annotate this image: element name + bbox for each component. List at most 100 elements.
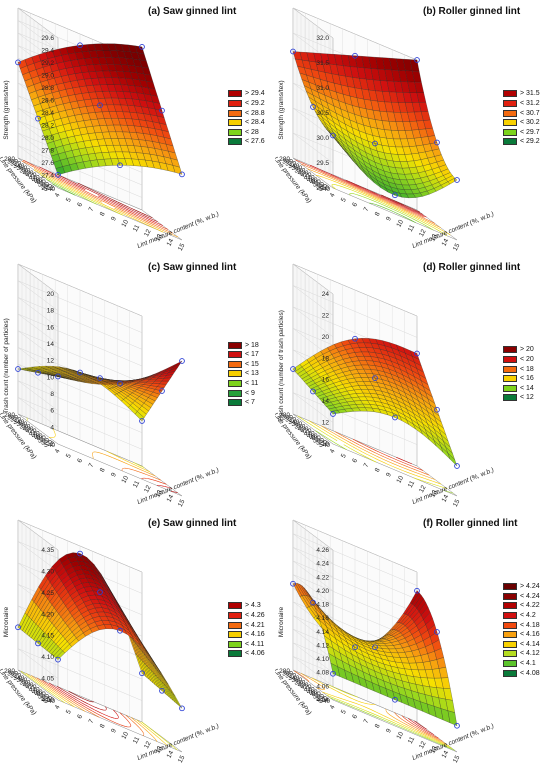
contour-segment — [164, 742, 166, 745]
contour-segment — [82, 707, 86, 710]
legend-swatch — [503, 119, 517, 127]
contour-segment — [306, 164, 313, 168]
contour-segment — [95, 198, 100, 202]
design-point — [392, 696, 398, 703]
contour-segment — [69, 703, 72, 705]
contour-segment — [93, 202, 97, 205]
design-point — [77, 42, 83, 49]
contour-segment — [171, 745, 174, 747]
contour-segment — [116, 207, 122, 211]
contour-segment — [369, 458, 374, 462]
contour-segment — [146, 727, 149, 730]
legend-swatch — [503, 138, 517, 146]
contour-segment — [431, 734, 433, 736]
contour-segment — [415, 478, 420, 481]
contour-segment — [359, 444, 362, 447]
contour-segment — [404, 214, 407, 216]
contour-segment — [419, 726, 423, 729]
contour-segment — [143, 728, 146, 730]
contour-segment — [37, 167, 42, 170]
y-tick-label: 340 — [13, 163, 24, 170]
contour-segment — [66, 180, 73, 184]
contour-segment — [152, 729, 155, 732]
contour-segment — [375, 714, 381, 718]
design-point — [15, 624, 21, 631]
contour-segment — [114, 207, 119, 211]
contour-segment — [350, 697, 354, 700]
contour-segment — [330, 174, 337, 178]
contour-segment — [316, 428, 320, 431]
contour-segment — [143, 725, 146, 727]
contour-segment — [58, 698, 62, 701]
z-tick-label: 4.05 — [41, 676, 54, 683]
contour-segment — [150, 728, 153, 731]
x-tick-label: 5 — [340, 196, 348, 203]
contour-segment — [174, 747, 177, 750]
contour-segment — [94, 706, 100, 710]
contour-segment — [62, 701, 66, 704]
contour-segment — [398, 460, 404, 463]
y-tick-label: 540 — [319, 442, 330, 449]
contour-segment — [54, 693, 58, 696]
legend-label: < 4.21 — [245, 621, 265, 629]
contour-segment — [369, 712, 376, 715]
contour-segment — [322, 683, 327, 686]
legend-label: < 27.6 — [245, 138, 265, 146]
contour-segment — [65, 179, 68, 182]
contour-segment — [71, 189, 75, 193]
legend-label: < 28.8 — [245, 109, 265, 117]
z-tick-label: 12 — [47, 358, 55, 365]
contour-segment — [417, 734, 424, 737]
contour-segment — [404, 208, 411, 213]
legend-label: < 4.16 — [520, 631, 540, 639]
contour-segment — [300, 163, 307, 167]
contour-segment — [403, 470, 408, 473]
y-tick-label: 320 — [10, 161, 21, 168]
contour-segment — [164, 739, 167, 742]
contour-segment — [360, 450, 363, 453]
contour-segment — [53, 182, 60, 187]
contour-segment — [438, 230, 443, 233]
contour-segment — [328, 435, 332, 438]
contour-segment — [76, 189, 83, 193]
legend-item: < 9 — [228, 388, 259, 398]
contour-segment — [40, 680, 44, 683]
contour-segment — [404, 216, 409, 219]
contour-segment — [348, 700, 352, 703]
z-axis: 4.004.054.104.154.204.254.304.35 — [41, 547, 54, 704]
contour-segment — [406, 729, 413, 733]
design-point — [139, 670, 145, 677]
legend-swatch — [503, 592, 517, 600]
contour-segment — [442, 230, 448, 234]
contour-segment — [345, 702, 350, 705]
legend-item: > 4.24 — [503, 582, 540, 592]
contour-segment — [333, 441, 338, 445]
x-tick-label: 9 — [385, 215, 393, 222]
x-tick-label: 12 — [418, 740, 428, 750]
contour-segment — [421, 474, 425, 476]
contour-segment — [396, 714, 398, 717]
contour-segment — [168, 487, 173, 489]
contour-segment — [31, 678, 34, 681]
contour-segment — [152, 736, 154, 738]
contour-segment — [408, 469, 413, 472]
y-tick-label: 500 — [38, 181, 49, 188]
contour-segment — [391, 199, 398, 203]
contour-segment — [361, 186, 367, 190]
x-tick-label: 7 — [363, 462, 371, 469]
contour-segment — [56, 694, 60, 697]
contour-segment — [372, 448, 377, 451]
contour-segment — [89, 711, 93, 714]
contour-segment — [339, 179, 346, 183]
contour-segment — [439, 226, 441, 229]
x-tick-label: 5 — [340, 708, 348, 715]
contour-segment — [152, 479, 155, 481]
contour-segment — [395, 461, 401, 465]
contour-segment — [433, 737, 440, 742]
contour-segment — [130, 719, 132, 721]
legend-swatch — [228, 631, 242, 639]
design-point — [434, 139, 440, 146]
contour-segment — [21, 160, 26, 164]
contour-segment — [125, 214, 133, 219]
